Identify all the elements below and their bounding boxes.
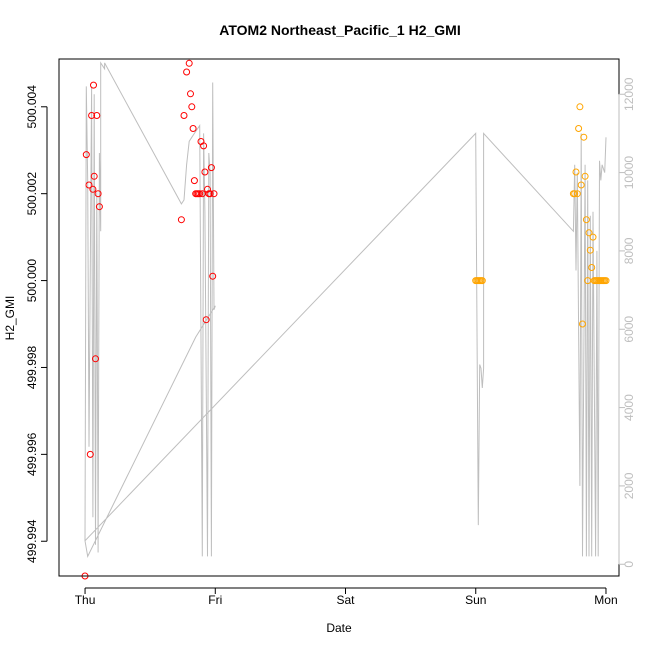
data-point-orange bbox=[581, 172, 589, 180]
data-point-red bbox=[82, 151, 90, 159]
data-point-red bbox=[180, 112, 188, 119]
data-point-red bbox=[95, 203, 103, 211]
plot-frame bbox=[58, 58, 620, 577]
y-tick-label: 499.994 bbox=[25, 519, 39, 563]
y-tick-label: 500.004 bbox=[25, 85, 39, 129]
data-point-red bbox=[189, 125, 197, 132]
data-point-orange bbox=[602, 277, 610, 285]
data-point-orange bbox=[585, 229, 593, 237]
data-point-red bbox=[90, 172, 98, 180]
y2-tick-label: 0 bbox=[622, 561, 636, 568]
data-point-orange bbox=[580, 133, 588, 141]
altitude-track bbox=[84, 61, 607, 558]
data-point-orange bbox=[572, 168, 580, 176]
data-point-orange bbox=[577, 181, 585, 189]
data-point-red bbox=[210, 190, 218, 198]
y2-tick-label: 10000 bbox=[622, 156, 636, 190]
data-point-red bbox=[94, 190, 102, 198]
data-point-red bbox=[93, 112, 101, 119]
y2-tick-label: 8000 bbox=[622, 237, 636, 264]
data-point-red bbox=[177, 216, 185, 224]
data-point-red bbox=[185, 59, 193, 67]
data-point-red bbox=[89, 185, 97, 193]
data-point-red bbox=[209, 272, 217, 280]
data-point-red bbox=[88, 112, 96, 119]
y2-tick-label: 4000 bbox=[622, 394, 636, 421]
x-tick-label: Mon bbox=[594, 593, 617, 607]
data-point-orange bbox=[575, 125, 583, 132]
data-point-orange bbox=[586, 246, 594, 254]
chart-title: ATOM2 Northeast_Pacific_1 H2_GMI bbox=[219, 22, 460, 38]
x-tick-label: Sun bbox=[465, 593, 486, 607]
data-point-orange bbox=[582, 216, 590, 224]
y2-tick-label: 6000 bbox=[622, 316, 636, 343]
data-point-orange bbox=[588, 264, 596, 271]
y2-tick-label: 12000 bbox=[622, 77, 636, 111]
data-point-red bbox=[90, 81, 97, 89]
x-axis-label: Date bbox=[326, 621, 352, 635]
data-point-red bbox=[206, 190, 214, 198]
data-point-red bbox=[92, 355, 99, 363]
data-point-orange bbox=[584, 277, 592, 285]
data-point-red bbox=[207, 164, 215, 172]
data-point-red bbox=[200, 142, 208, 150]
x-tick-label: Fri bbox=[208, 593, 222, 607]
data-point-red bbox=[187, 90, 194, 98]
altitude-line bbox=[84, 61, 607, 558]
data-point-red bbox=[190, 177, 198, 185]
y2-tick-label: 2000 bbox=[622, 472, 636, 499]
data-point-orange bbox=[478, 277, 486, 285]
y-axis-label: H2_GMI bbox=[3, 296, 17, 341]
y-tick-label: 499.996 bbox=[25, 432, 39, 476]
data-point-orange bbox=[579, 320, 586, 328]
data-point-red bbox=[85, 181, 93, 189]
data-points bbox=[81, 59, 610, 580]
x-axis: Thu Fri Sat Sun Mon bbox=[75, 587, 618, 607]
y-tick-label: 500.002 bbox=[25, 172, 39, 216]
data-point-red bbox=[196, 190, 204, 198]
data-point-orange bbox=[571, 190, 579, 198]
y2-axis: 0 2000 4000 6000 8000 10000 12000 bbox=[618, 77, 636, 568]
data-point-orange bbox=[576, 103, 584, 111]
data-point-red bbox=[201, 168, 209, 176]
x-tick-label: Thu bbox=[75, 593, 96, 607]
data-point-red bbox=[86, 450, 94, 458]
data-point-red bbox=[202, 316, 210, 324]
data-point-orange bbox=[573, 190, 581, 198]
y-tick-label: 499.998 bbox=[25, 345, 39, 389]
data-point-red bbox=[183, 68, 191, 76]
y-tick-label: 500.000 bbox=[25, 259, 39, 303]
data-point-orange bbox=[589, 233, 597, 241]
y-axis: 499.994 499.996 499.998 500.000 500.002 500.0… bbox=[25, 85, 48, 563]
data-point-red bbox=[188, 103, 196, 111]
x-tick-label: Sat bbox=[337, 593, 356, 607]
